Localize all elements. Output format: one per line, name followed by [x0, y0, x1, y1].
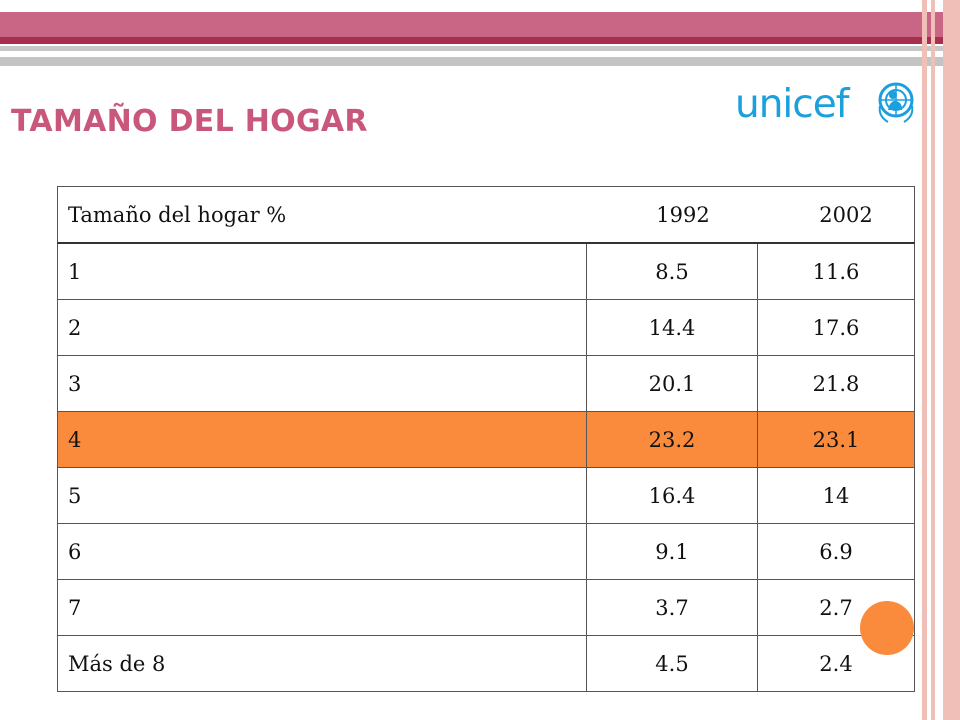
header-year-2002: 2002 — [819, 202, 873, 227]
table-row: 3 20.1 21.8 — [57, 355, 915, 412]
unicef-logo: unicef — [735, 80, 915, 130]
cell-size: 4 — [57, 411, 587, 468]
top-band-pink — [0, 12, 960, 37]
table-row: 5 16.4 14 — [57, 467, 915, 524]
table-row: Más de 8 4.5 2.4 — [57, 635, 915, 692]
cell-1992: 9.1 — [586, 523, 758, 580]
right-stripe — [922, 0, 927, 720]
page-title: TAMAÑO DEL HOGAR — [11, 104, 368, 139]
logo-text: unicef — [735, 82, 849, 127]
table-row: 6 9.1 6.9 — [57, 523, 915, 580]
top-band-dark — [0, 37, 960, 44]
cell-size: 2 — [57, 299, 587, 356]
table-header-row: Tamaño del hogar % 1992 2002 — [57, 186, 915, 244]
cell-size: 5 — [57, 467, 587, 524]
cell-1992: 23.2 — [586, 411, 758, 468]
cell-2002: 21.8 — [757, 355, 915, 412]
cell-size: 6 — [57, 523, 587, 580]
cell-1992: 3.7 — [586, 579, 758, 636]
cell-size: 3 — [57, 355, 587, 412]
cell-1992: 8.5 — [586, 242, 758, 300]
header-label: Tamaño del hogar % — [68, 202, 287, 227]
header-year-1992: 1992 — [656, 202, 710, 227]
table-row: 7 3.7 2.7 — [57, 579, 915, 636]
table-row: 1 8.5 11.6 — [57, 242, 915, 300]
cell-size: 1 — [57, 242, 587, 300]
cell-1992: 4.5 — [586, 635, 758, 692]
unicef-emblem-icon — [878, 82, 914, 123]
cell-2002: 23.1 — [757, 411, 915, 468]
cell-1992: 16.4 — [586, 467, 758, 524]
cell-size: Más de 8 — [57, 635, 587, 692]
cell-1992: 20.1 — [586, 355, 758, 412]
right-stripe — [943, 0, 960, 720]
right-stripe — [931, 0, 935, 720]
top-band-gray-lower — [0, 57, 960, 66]
cell-2002: 14 — [757, 467, 915, 524]
table-row-highlighted: 4 23.2 23.1 — [57, 411, 915, 468]
cell-1992: 14.4 — [586, 299, 758, 356]
cell-2002: 17.6 — [757, 299, 915, 356]
cell-2002: 6.9 — [757, 523, 915, 580]
cell-2002: 11.6 — [757, 242, 915, 300]
top-band-gray — [0, 46, 960, 51]
household-size-table: Tamaño del hogar % 1992 2002 1 8.5 11.6 … — [57, 186, 915, 692]
cell-size: 7 — [57, 579, 587, 636]
orange-circle-decoration — [860, 601, 914, 655]
table-row: 2 14.4 17.6 — [57, 299, 915, 356]
